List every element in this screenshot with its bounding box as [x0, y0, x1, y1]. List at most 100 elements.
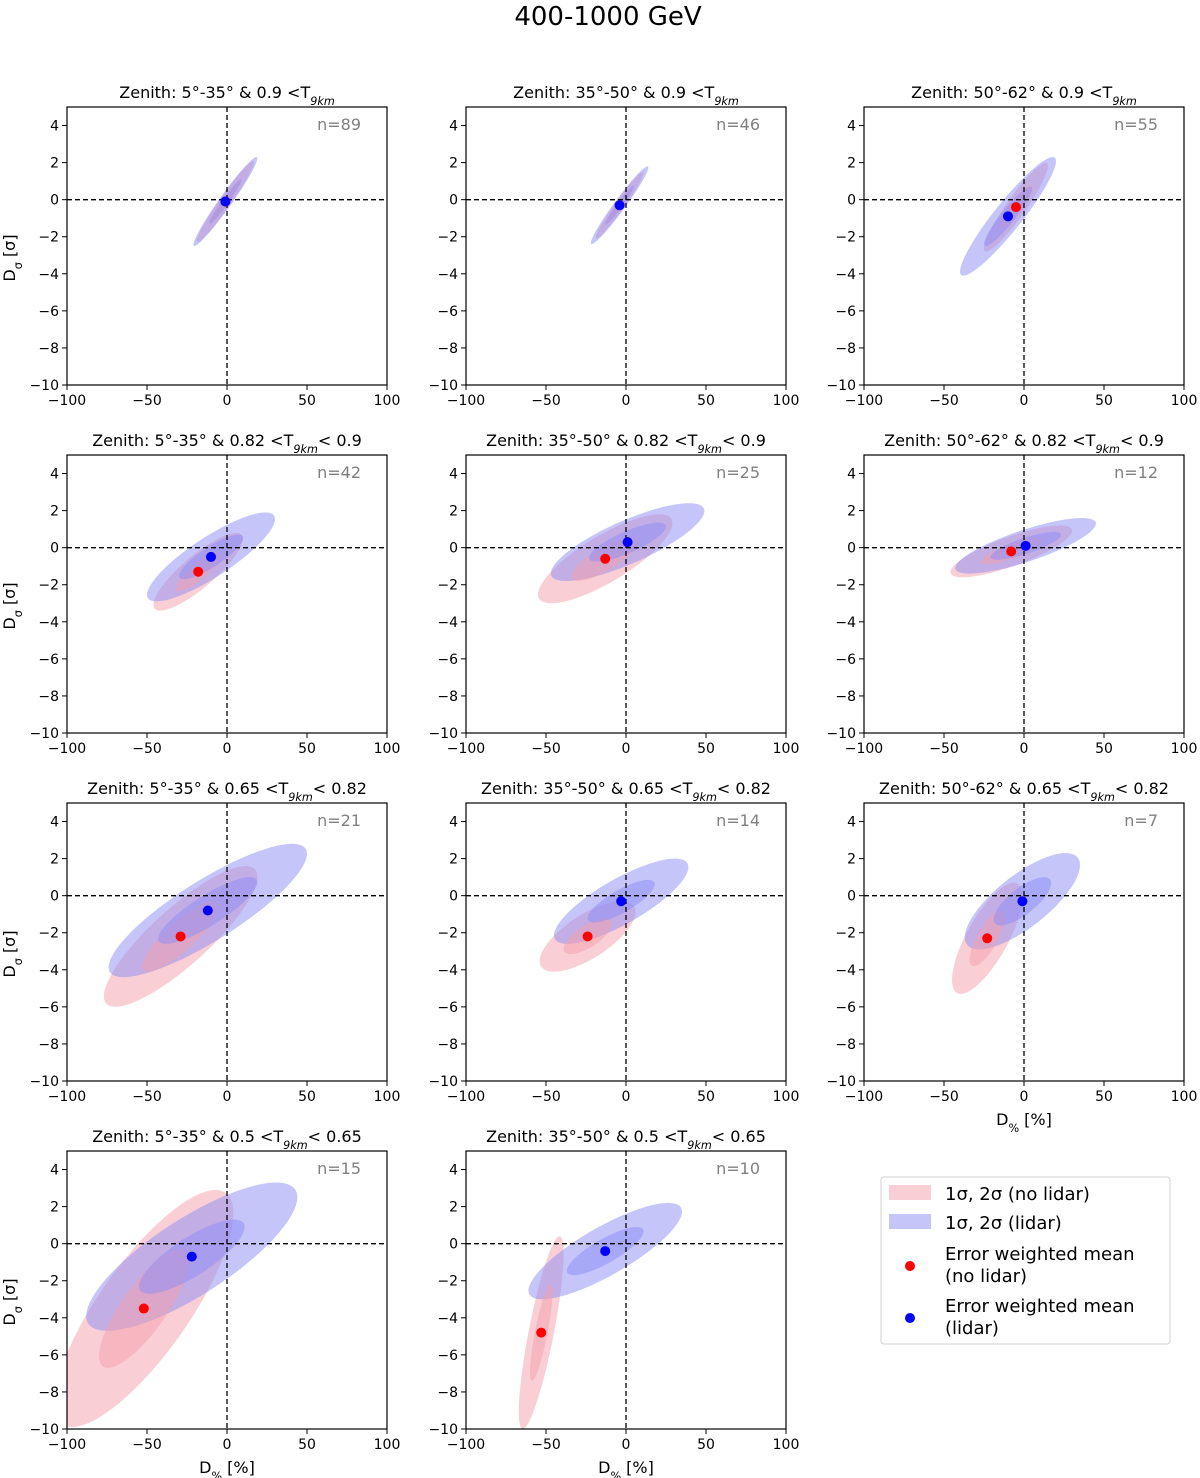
x-tick-label: −100	[845, 393, 883, 409]
y-tick-label: −8	[835, 689, 856, 705]
y-tick-label: 2	[847, 156, 856, 172]
y-tick-label: −8	[38, 341, 59, 357]
x-tick-label: 0	[622, 393, 631, 409]
y-tick-label: −10	[29, 378, 59, 394]
mean-point-lidar	[1017, 896, 1028, 907]
subplot-title: Zenith: 50°-62° & 0.65 <T9km< 0.82	[879, 779, 1169, 804]
x-tick-label: 50	[298, 393, 316, 409]
sample-count: n=7	[1124, 811, 1158, 830]
y-tick-label: −6	[437, 1348, 458, 1364]
y-tick-label: −4	[437, 1311, 458, 1327]
y-tick-label: −6	[38, 652, 59, 668]
subplot-title: Zenith: 35°-50° & 0.9 <T9km	[513, 83, 739, 108]
y-tick-label: −4	[38, 1311, 59, 1327]
sample-count: n=12	[1114, 463, 1158, 482]
y-tick-label: −4	[437, 963, 458, 979]
y-tick-label: −4	[437, 615, 458, 631]
x-tick-label: 50	[298, 741, 316, 757]
plot-area	[466, 107, 786, 385]
x-tick-label: −50	[132, 1437, 162, 1453]
x-tick-label: 50	[1095, 393, 1113, 409]
y-tick-label: −2	[835, 230, 856, 246]
y-tick-label: −10	[29, 1074, 59, 1090]
x-tick-label: 0	[622, 1089, 631, 1105]
y-tick-label: 4	[847, 467, 856, 483]
y-tick-label: −2	[38, 926, 59, 942]
y-tick-label: −6	[835, 652, 856, 668]
y-tick-label: −6	[835, 1000, 856, 1016]
mean-point-no-lidar	[982, 933, 993, 944]
y-tick-label: −10	[428, 726, 458, 742]
x-tick-label: 100	[1171, 741, 1198, 757]
y-tick-label: 0	[449, 1237, 458, 1253]
y-tick-label: −4	[38, 963, 59, 979]
x-tick-label: −50	[929, 741, 959, 757]
mean-point-lidar	[206, 551, 216, 562]
x-tick-label: −50	[531, 393, 561, 409]
mean-point-lidar	[622, 537, 633, 548]
sample-count: n=15	[317, 1159, 361, 1178]
legend-label: 1σ, 2σ (no lidar)	[945, 1184, 1090, 1205]
plot-area	[466, 803, 786, 1081]
x-tick-label: 0	[223, 1437, 232, 1453]
y-tick-label: 2	[847, 852, 856, 868]
mean-point-no-lidar	[193, 566, 204, 577]
sample-count: n=21	[317, 811, 361, 830]
mean-point-no-lidar	[600, 553, 611, 564]
y-tick-label: −8	[38, 689, 59, 705]
x-axis-label: D% [%]	[996, 1110, 1052, 1135]
y-tick-label: 0	[50, 541, 59, 557]
subplot-title: Zenith: 50°-62° & 0.9 <T9km	[911, 83, 1137, 108]
legend-label: 1σ, 2σ (lidar)	[945, 1213, 1062, 1234]
y-tick-label: 2	[50, 1200, 59, 1216]
subplot-title: Zenith: 35°-50° & 0.5 <T9km< 0.65	[486, 1127, 766, 1152]
x-tick-label: −100	[48, 393, 86, 409]
y-tick-label: 4	[449, 119, 458, 135]
y-tick-label: −8	[437, 1385, 458, 1401]
y-tick-label: −8	[437, 689, 458, 705]
y-tick-label: −10	[29, 726, 59, 742]
x-tick-label: −100	[845, 741, 883, 757]
y-tick-label: −4	[835, 963, 856, 979]
x-tick-label: 100	[773, 1437, 800, 1453]
y-tick-label: −10	[826, 726, 856, 742]
mean-point-no-lidar	[536, 1327, 547, 1338]
x-tick-label: 0	[223, 393, 232, 409]
y-tick-label: 4	[449, 467, 458, 483]
x-tick-label: 50	[1095, 1089, 1113, 1105]
subplot-5: −100 −50 0 50 100 4 2 0 −2 −4 −6 −8 −10 Zenith: 35°-5…	[428, 431, 799, 757]
plot-area	[67, 455, 387, 733]
sample-count: n=55	[1114, 115, 1158, 134]
y-tick-label: −6	[38, 1000, 59, 1016]
plot-area	[864, 803, 1184, 1081]
x-tick-label: 100	[374, 1089, 401, 1105]
y-axis-label: Dσ [σ]	[0, 1278, 25, 1325]
y-tick-label: −6	[437, 304, 458, 320]
y-tick-label: −6	[38, 1348, 59, 1364]
x-tick-label: −100	[48, 1437, 86, 1453]
y-tick-label: 2	[449, 852, 458, 868]
y-tick-label: −4	[38, 267, 59, 283]
x-tick-label: 0	[1020, 1089, 1029, 1105]
plot-area	[466, 1151, 786, 1429]
subplot-11: −100 −50 0 50 100 4 2 0 −2 −4 −6 −8 −10 Zenith: 35°-5…	[428, 1127, 799, 1478]
legend: 1σ, 2σ (no lidar) 1σ, 2σ (lidar) Error wei…	[880, 1176, 1171, 1345]
y-axis-label: Dσ [σ]	[0, 930, 25, 977]
x-tick-label: 100	[773, 1089, 800, 1105]
y-tick-label: 4	[847, 119, 856, 135]
y-tick-label: 2	[50, 156, 59, 172]
y-tick-label: 0	[50, 1237, 59, 1253]
y-tick-label: −2	[38, 230, 59, 246]
y-tick-label: −8	[38, 1385, 59, 1401]
y-tick-label: −6	[38, 304, 59, 320]
subplot-title: Zenith: 35°-50° & 0.82 <T9km< 0.9	[486, 431, 766, 456]
y-tick-label: 4	[50, 119, 59, 135]
mean-point-no-lidar	[1011, 202, 1021, 213]
y-tick-label: −10	[826, 378, 856, 394]
sample-count: n=10	[716, 1159, 760, 1178]
x-tick-label: −50	[929, 1089, 959, 1105]
y-tick-label: −10	[428, 1422, 458, 1438]
plot-area	[67, 803, 387, 1081]
x-tick-label: 0	[1020, 741, 1029, 757]
